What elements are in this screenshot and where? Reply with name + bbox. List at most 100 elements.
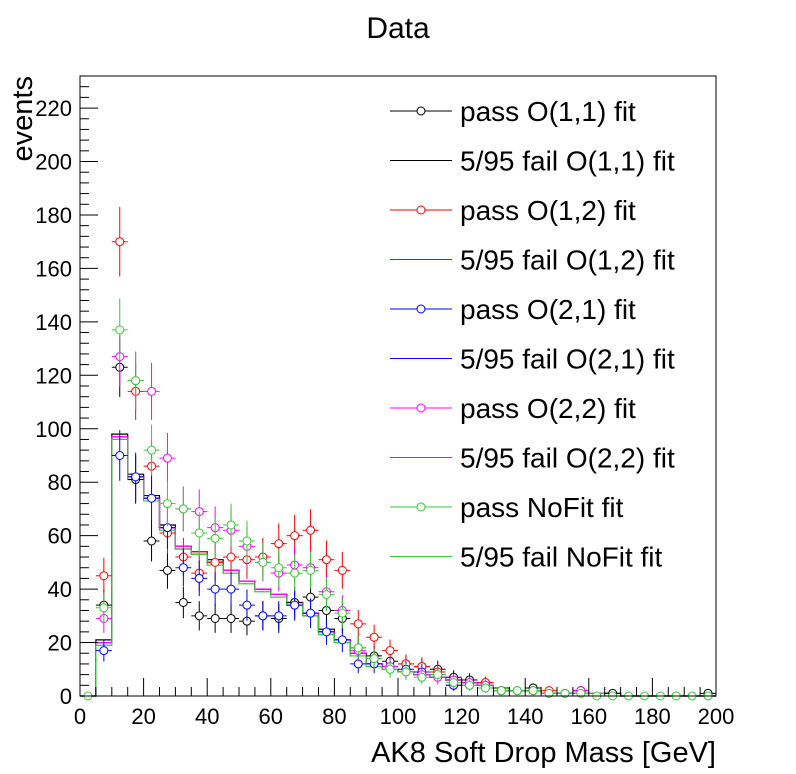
marker xyxy=(353,619,363,629)
marker xyxy=(401,667,411,677)
data-point xyxy=(223,503,239,547)
x-tick-label: 140 xyxy=(507,704,544,729)
legend-entry: 5/95 fail O(1,1) fit xyxy=(390,146,675,177)
chart-title: Data xyxy=(366,12,430,45)
data-point xyxy=(318,618,335,645)
data-point xyxy=(334,627,351,653)
data-point xyxy=(382,660,398,678)
marker xyxy=(210,614,220,623)
marker xyxy=(274,539,284,549)
marker xyxy=(147,386,157,396)
x-tick-label: 20 xyxy=(131,704,155,729)
data-point xyxy=(334,552,351,589)
marker xyxy=(258,557,268,567)
data-point xyxy=(286,514,303,557)
marker xyxy=(99,603,109,613)
data-point xyxy=(191,512,208,554)
legend-label: 5/95 fail NoFit fit xyxy=(460,542,663,573)
data-point xyxy=(239,589,255,621)
legend-entry: 5/95 fail O(2,2) fit xyxy=(390,443,675,474)
data-point xyxy=(557,688,573,698)
x-tick-label: 120 xyxy=(443,704,480,729)
marker xyxy=(210,533,220,543)
marker xyxy=(337,635,347,645)
data-point xyxy=(111,298,128,362)
marker xyxy=(560,688,570,698)
legend: pass O(1,1) fit 5/95 fail O(1,1) fit pass … xyxy=(390,96,675,573)
y-axis-title: events xyxy=(7,76,39,161)
marker xyxy=(337,608,347,618)
marker xyxy=(306,565,316,575)
data-point xyxy=(223,572,239,607)
data-point xyxy=(254,601,271,631)
data-point xyxy=(159,480,176,527)
y-tick-label: 0 xyxy=(60,684,72,709)
marker xyxy=(226,552,236,562)
marker xyxy=(147,445,157,455)
x-tick-label: 40 xyxy=(195,704,219,729)
data-point xyxy=(270,549,287,587)
legend-label: 5/95 fail O(1,2) fit xyxy=(460,245,675,276)
data-point xyxy=(175,549,192,587)
marker xyxy=(242,536,252,546)
marker xyxy=(385,664,395,674)
legend-label: pass O(1,2) fit xyxy=(460,195,636,226)
marker xyxy=(131,472,141,482)
data-point xyxy=(493,686,510,696)
data-point xyxy=(143,475,160,522)
x-tick-label: 200 xyxy=(698,704,735,729)
marker xyxy=(115,450,125,460)
marker xyxy=(226,584,236,594)
legend-entry: 5/95 fail NoFit fit xyxy=(390,542,663,573)
legend-label: pass NoFit fit xyxy=(460,492,624,523)
marker xyxy=(210,557,220,567)
legend-label: pass O(2,2) fit xyxy=(460,393,636,424)
data-point xyxy=(477,683,494,693)
legend-label: pass O(2,1) fit xyxy=(460,294,636,325)
data-point xyxy=(175,586,192,619)
axes: 0 20 40 60 80 100 120 140 160 180 200 0 20 40 60 80 100 1… xyxy=(35,75,735,729)
legend-label: 5/95 fail O(2,1) fit xyxy=(460,344,675,375)
marker xyxy=(226,520,236,530)
legend-label: pass O(1,1) fit xyxy=(460,96,636,127)
data-point xyxy=(270,601,287,631)
y-tick-label: 160 xyxy=(35,256,72,281)
marker xyxy=(162,499,172,509)
data-point xyxy=(143,424,160,476)
marker xyxy=(178,504,188,514)
y-tick-label: 180 xyxy=(35,203,72,228)
data-point xyxy=(302,509,319,552)
data-point xyxy=(572,688,589,698)
legend-entry: 5/95 fail O(1,2) fit xyxy=(390,245,675,276)
data-point xyxy=(191,601,208,631)
data-point xyxy=(429,667,446,683)
marker xyxy=(178,597,188,607)
y-tick-label: 200 xyxy=(35,150,72,175)
data-point xyxy=(366,648,383,669)
marker xyxy=(290,600,300,610)
legend-swatch-marker xyxy=(416,106,426,116)
marker xyxy=(321,555,331,565)
data-point xyxy=(127,452,144,502)
data-point xyxy=(286,554,303,592)
plot-area xyxy=(80,206,716,701)
marker xyxy=(433,670,443,680)
data-point xyxy=(95,557,112,594)
marker xyxy=(162,565,172,575)
marker xyxy=(99,571,109,581)
marker xyxy=(496,686,506,696)
marker xyxy=(258,611,268,621)
marker xyxy=(194,528,204,538)
x-tick-label: 0 xyxy=(74,704,86,729)
legend-swatch-marker xyxy=(416,502,426,512)
marker xyxy=(274,563,284,573)
marker xyxy=(242,600,252,610)
data-point xyxy=(445,676,462,689)
data-point xyxy=(175,486,192,532)
marker xyxy=(131,376,141,386)
data-point xyxy=(509,686,526,696)
y-tick-label: 20 xyxy=(48,631,72,656)
legend-entry: 5/95 fail O(2,1) fit xyxy=(390,344,675,375)
legend-entry: pass O(2,1) fit xyxy=(390,294,636,325)
y-tick-label: 80 xyxy=(48,470,72,495)
